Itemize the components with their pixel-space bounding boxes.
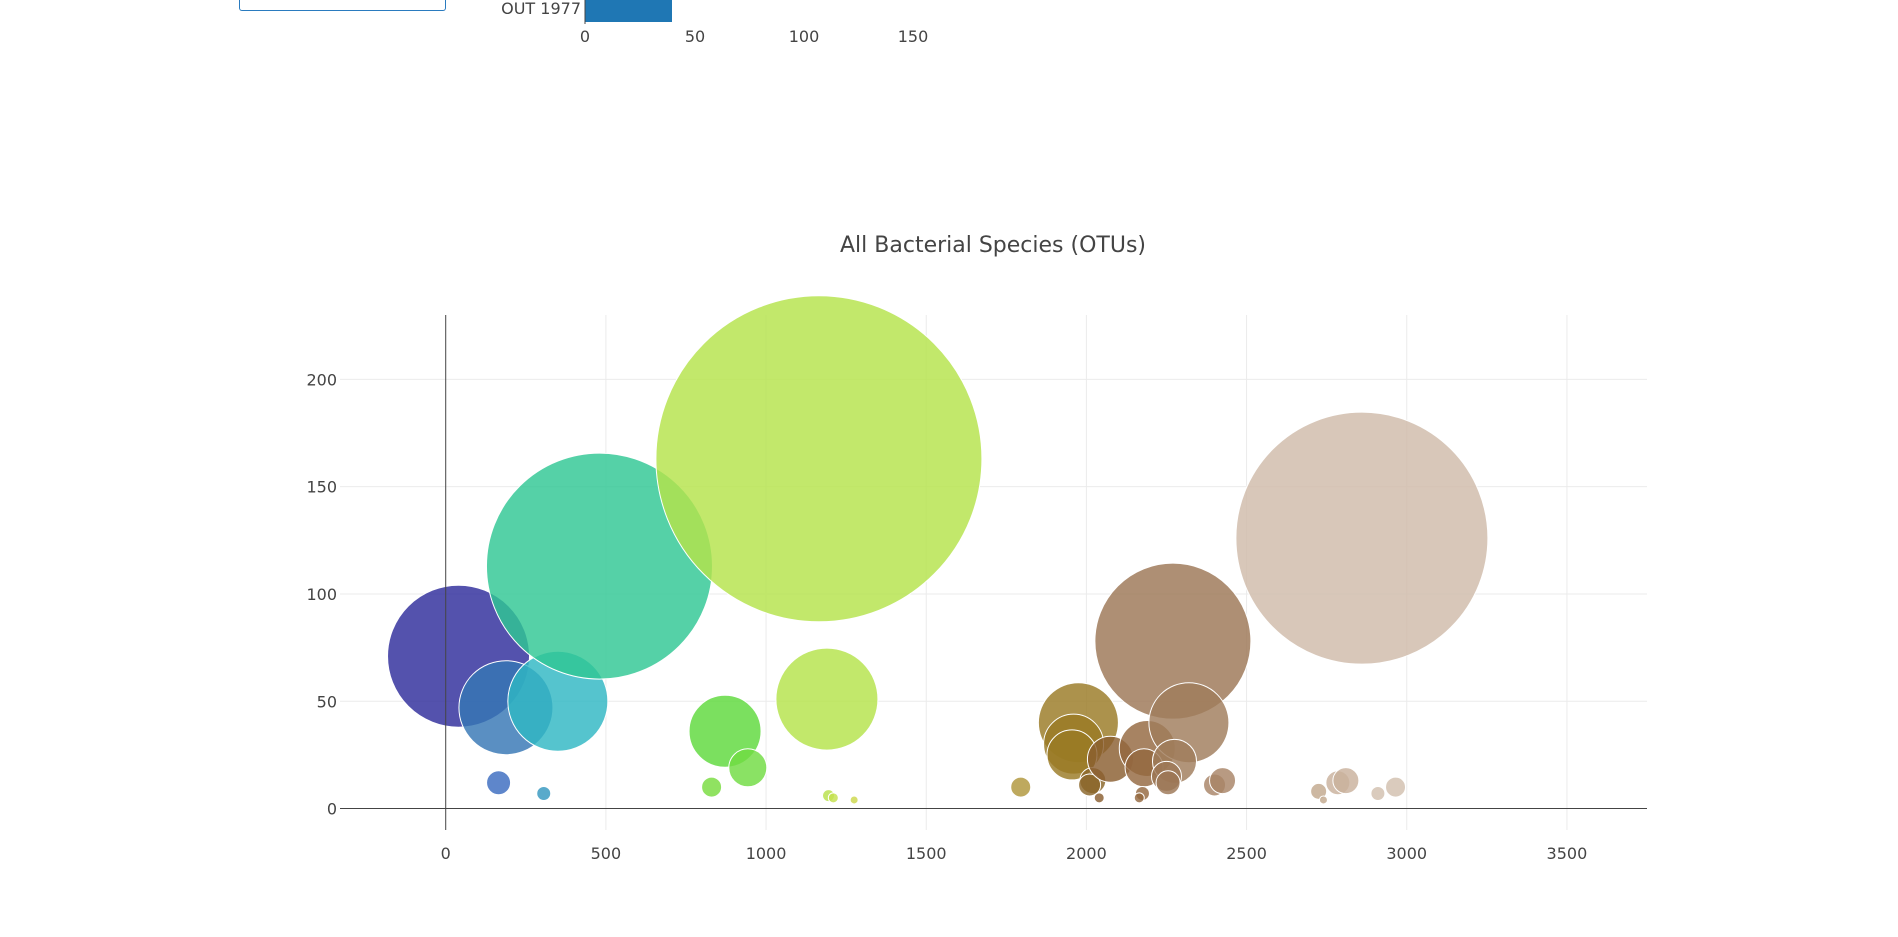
bubble-chart-axes: 0 500 1000 1500 2000 2500 3000 3500 0 50 100 150 200 bbox=[306, 315, 1647, 863]
bubble-point[interactable] bbox=[1155, 770, 1181, 796]
y-tick-label: 50 bbox=[317, 692, 337, 711]
bubble-point[interactable] bbox=[1385, 776, 1407, 798]
bubble-point[interactable] bbox=[1310, 782, 1328, 800]
bubble-point[interactable] bbox=[701, 776, 723, 798]
top-bar-x-tick-150: 150 bbox=[898, 27, 929, 46]
x-tick-label: 0 bbox=[441, 844, 451, 863]
bubble-point[interactable] bbox=[1093, 792, 1105, 804]
y-tick-label: 200 bbox=[306, 370, 337, 389]
top-bar-x-tick-100: 100 bbox=[789, 27, 820, 46]
top-bar-otu bbox=[585, 0, 672, 22]
bubble-point[interactable] bbox=[728, 748, 768, 788]
bubble-point[interactable] bbox=[1209, 767, 1237, 795]
x-tick-label: 500 bbox=[591, 844, 622, 863]
bubble-point[interactable] bbox=[1318, 795, 1328, 805]
x-tick-label: 3500 bbox=[1547, 844, 1588, 863]
top-bar-x-tick-50: 50 bbox=[685, 27, 705, 46]
bubble-point[interactable] bbox=[1010, 776, 1032, 798]
x-tick-label: 3000 bbox=[1386, 844, 1427, 863]
bubble-point[interactable] bbox=[655, 295, 983, 623]
top-bar-chart: OUT 1977 0 50 100 150 bbox=[501, 0, 928, 46]
bubble-point[interactable] bbox=[1133, 792, 1145, 804]
y-tick-label: 150 bbox=[306, 478, 337, 497]
bubble-chart-title: All Bacterial Species (OTUs) bbox=[840, 233, 1146, 258]
top-bar-category-label: OUT 1977 bbox=[501, 0, 581, 18]
y-tick-label: 100 bbox=[306, 585, 337, 604]
bubble-point[interactable] bbox=[486, 770, 512, 796]
y-tick-label: 0 bbox=[327, 800, 337, 819]
bubble-point[interactable] bbox=[849, 795, 859, 805]
sample-select-dropdown[interactable] bbox=[239, 0, 446, 11]
bubble-point[interactable] bbox=[1078, 773, 1102, 797]
bubble-point[interactable] bbox=[775, 647, 879, 751]
bubble-point[interactable] bbox=[1235, 411, 1489, 665]
top-bar-x-tick-0: 0 bbox=[580, 27, 590, 46]
x-tick-label: 2500 bbox=[1226, 844, 1267, 863]
x-tick-label: 2000 bbox=[1066, 844, 1107, 863]
bubble-point[interactable] bbox=[1332, 767, 1360, 795]
bubble-point[interactable] bbox=[536, 786, 552, 802]
bubble-point[interactable] bbox=[1370, 786, 1386, 802]
bubble-point[interactable] bbox=[827, 792, 839, 804]
bubble-chart-points bbox=[387, 295, 1489, 805]
x-tick-label: 1500 bbox=[906, 844, 947, 863]
x-tick-label: 1000 bbox=[746, 844, 787, 863]
